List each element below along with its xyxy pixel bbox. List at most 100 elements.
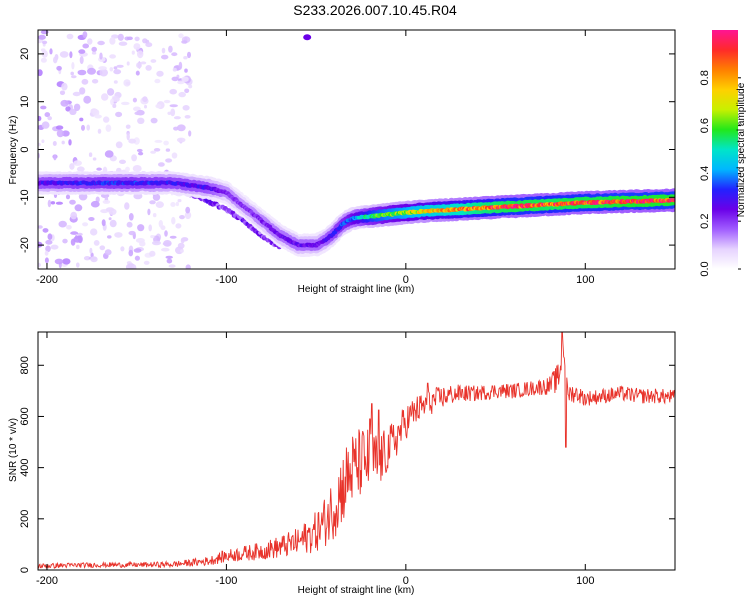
noise-cell: [171, 76, 179, 82]
noise-cell: [164, 230, 168, 237]
noise-cell: [89, 247, 93, 254]
noise-cell: [126, 61, 130, 66]
noise-cell: [38, 115, 42, 122]
spectrogram-cells: [38, 30, 675, 269]
noise-cell: [74, 204, 83, 212]
noise-cell: [165, 158, 173, 163]
noise-cell: [61, 130, 70, 137]
noise-cell: [42, 40, 48, 45]
noise-cell: [145, 65, 152, 71]
noise-cell: [182, 105, 190, 111]
noise-cell: [79, 56, 84, 65]
noise-cell: [109, 54, 116, 59]
noise-cell: [56, 65, 62, 71]
noise-cell: [142, 96, 148, 103]
noise-cell: [82, 43, 89, 49]
noise-cell: [181, 40, 188, 44]
noise-cell: [105, 207, 115, 212]
noise-cell: [73, 160, 82, 166]
noise-cell: [113, 80, 118, 84]
noise-cell: [126, 36, 133, 41]
noise-cell: [59, 90, 66, 96]
noise-cell: [62, 258, 71, 265]
noise-cell: [169, 88, 177, 95]
noise-cell: [49, 48, 53, 55]
noise-cell: [70, 231, 79, 235]
noise-cell: [184, 88, 190, 94]
noise-cell: [61, 82, 68, 91]
noise-cell: [61, 140, 65, 145]
noise-cell: [139, 240, 146, 247]
noise-cell: [145, 42, 153, 48]
noise-cell: [109, 219, 117, 228]
noise-cell: [184, 68, 188, 73]
noise-cell: [47, 116, 52, 121]
noise-cell: [180, 249, 184, 253]
noise-cell: [91, 79, 99, 84]
noise-cell: [161, 247, 170, 252]
noise-cell: [171, 52, 178, 57]
noise-cell: [45, 245, 51, 253]
spectrogram-y-tick-label: -20: [19, 237, 31, 253]
noise-cell: [169, 104, 178, 108]
noise-cell: [91, 51, 97, 55]
noise-cell: [115, 141, 123, 149]
noise-cell: [134, 255, 140, 261]
noise-cell: [58, 220, 67, 228]
noise-cell: [120, 246, 125, 252]
noise-cell: [168, 45, 173, 53]
noise-cell: [183, 56, 188, 60]
noise-cell: [188, 84, 193, 89]
noise-cell: [169, 235, 177, 239]
noise-cell: [166, 258, 173, 264]
noise-cell: [136, 62, 142, 69]
noise-cell: [165, 148, 171, 152]
noise-cell: [128, 213, 134, 221]
noise-cell: [38, 69, 43, 77]
noise-cell: [116, 64, 124, 68]
noise-cell: [78, 49, 86, 54]
noise-cell: [128, 249, 134, 257]
noise-cell: [124, 202, 130, 210]
noise-cell: [150, 59, 157, 63]
noise-cell: [171, 152, 178, 159]
noise-cell: [150, 235, 155, 239]
noise-cell: [73, 103, 81, 112]
noise-cell: [56, 129, 64, 138]
noise-cell: [65, 106, 71, 112]
noise-cell: [94, 114, 102, 119]
noise-cell: [168, 264, 176, 268]
noise-cell: [68, 139, 72, 146]
noise-cell: [70, 71, 74, 76]
noise-cell: [71, 75, 77, 79]
noise-cell: [45, 239, 53, 245]
noise-cell: [185, 264, 191, 269]
noise-cell: [62, 238, 68, 244]
noise-cell: [175, 201, 179, 207]
noise-cell: [176, 137, 186, 143]
noise-cell: [102, 199, 111, 204]
noise-cell: [177, 199, 182, 203]
noise-cell: [81, 78, 89, 85]
noise-cell: [180, 238, 185, 244]
noise-cell: [107, 235, 112, 239]
noise-cell: [135, 70, 140, 76]
noise-cell: [113, 66, 118, 70]
noise-cell: [42, 228, 49, 233]
noise-cell: [38, 142, 41, 147]
noise-cell: [47, 199, 52, 208]
noise-cell: [133, 248, 142, 253]
noise-cell: [50, 244, 59, 250]
noise-cell: [88, 152, 93, 157]
noise-cell: [95, 196, 100, 203]
noise-cell: [181, 76, 189, 82]
noise-cell: [76, 244, 80, 250]
noise-cell: [171, 216, 176, 225]
noise-cell: [52, 141, 57, 146]
noise-cell: [155, 201, 164, 209]
noise-cell: [103, 116, 110, 123]
noise-cell: [38, 225, 43, 229]
noise-cell: [82, 222, 89, 227]
noise-cell: [150, 117, 158, 124]
